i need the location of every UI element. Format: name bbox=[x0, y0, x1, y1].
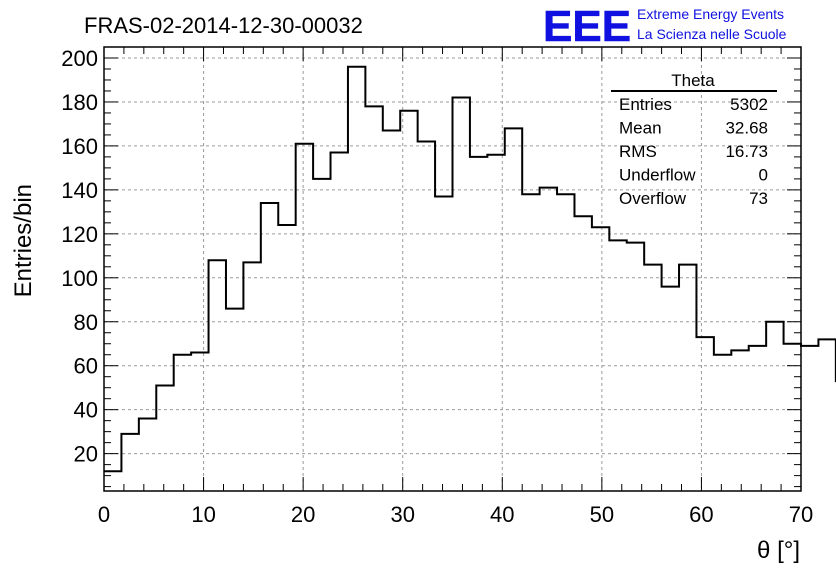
stats-label: Underflow bbox=[619, 166, 696, 185]
stats-value: 16.73 bbox=[725, 142, 768, 161]
stats-label: Entries bbox=[619, 95, 672, 114]
stats-label: Overflow bbox=[619, 189, 687, 208]
x-tick-label: 40 bbox=[490, 502, 514, 527]
stats-value: 73 bbox=[749, 189, 768, 208]
y-tick-label: 100 bbox=[61, 266, 98, 291]
logo: EEE Extreme Energy Events La Scienza nel… bbox=[543, 2, 787, 52]
histogram-line bbox=[104, 65, 836, 473]
logo-line-1: Extreme Energy Events bbox=[637, 6, 784, 22]
x-tick-label: 60 bbox=[689, 502, 713, 527]
x-axis-label: θ [°] bbox=[757, 537, 800, 564]
y-tick-label: 160 bbox=[61, 134, 98, 159]
plot-frame bbox=[103, 46, 802, 492]
stats-value: 0 bbox=[759, 166, 768, 185]
x-tick-label: 20 bbox=[291, 502, 315, 527]
x-tick-label: 50 bbox=[590, 502, 614, 527]
logo-mark: EEE bbox=[543, 2, 631, 51]
stats-box-title: Theta bbox=[671, 71, 715, 90]
x-tick-label: 70 bbox=[789, 502, 813, 527]
y-tick-label: 200 bbox=[61, 46, 98, 71]
logo-line-2: La Scienza nelle Scuole bbox=[637, 26, 787, 42]
stats-label: RMS bbox=[619, 142, 657, 161]
x-tick-labels: 0 10 20 30 40 50 60 70 bbox=[98, 502, 813, 527]
y-tick-label: 140 bbox=[61, 178, 98, 203]
chart-title: FRAS-02-2014-12-30-00032 bbox=[84, 13, 363, 38]
stats-label: Mean bbox=[619, 119, 662, 138]
y-axis-label: Entries/bin bbox=[10, 184, 37, 297]
x-tick-label: 0 bbox=[98, 502, 110, 527]
x-tick-label: 30 bbox=[390, 502, 414, 527]
x-tick-label: 10 bbox=[191, 502, 215, 527]
stats-value: 32.68 bbox=[725, 119, 768, 138]
y-tick-label: 60 bbox=[74, 354, 98, 379]
y-tick-label: 120 bbox=[61, 222, 98, 247]
y-tick-label: 20 bbox=[74, 442, 98, 467]
y-tick-label: 40 bbox=[74, 398, 98, 423]
y-tick-label: 80 bbox=[74, 310, 98, 335]
stats-box: Theta Entries 5302 Mean 32.68 RMS 16.73 Underf… bbox=[611, 71, 777, 208]
stats-value: 5302 bbox=[730, 95, 768, 114]
y-tick-labels: 20 40 60 80 100 120 140 160 180 200 bbox=[61, 46, 98, 467]
y-tick-label: 180 bbox=[61, 90, 98, 115]
stats-box-rows: Entries 5302 Mean 32.68 RMS 16.73 Underflow 0 Ov… bbox=[619, 95, 768, 208]
